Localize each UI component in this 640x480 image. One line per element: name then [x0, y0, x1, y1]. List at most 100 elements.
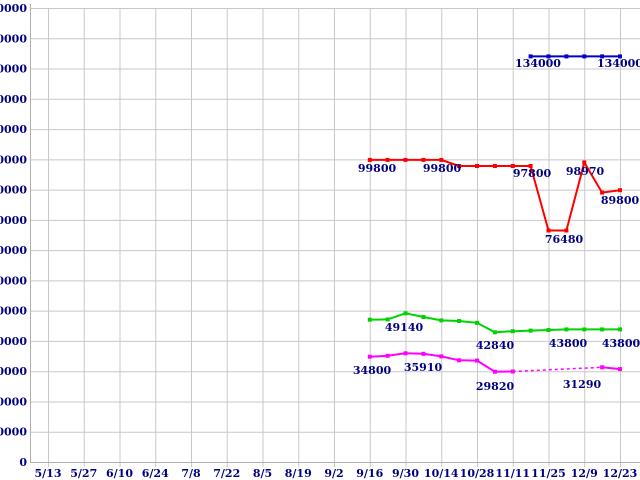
red-series-point-marker — [421, 157, 426, 162]
green-series — [367, 311, 622, 335]
red-series-point-marker — [618, 188, 622, 193]
green-series-point-marker — [528, 328, 533, 333]
x-tick-label: 5/27 — [70, 467, 97, 480]
point-value-label: 98970 — [566, 165, 605, 178]
x-tick-label: 8/19 — [285, 467, 312, 480]
x-tick-label: 9/16 — [356, 467, 383, 480]
x-tick-label: 12/9 — [571, 467, 598, 480]
magenta-series-point-marker — [403, 351, 408, 356]
magenta-series-point-marker — [367, 354, 372, 359]
red-series-point-marker — [546, 228, 551, 233]
x-tick-label: 9/30 — [392, 467, 419, 480]
x-tick-label: 9/2 — [324, 467, 343, 480]
axes — [30, 4, 640, 463]
point-value-label: 76480 — [545, 233, 584, 246]
y-tick-label: 0 — [19, 456, 27, 469]
x-tick-label: 11/11 — [495, 467, 530, 480]
red-series — [367, 157, 622, 233]
red-series-point-marker — [528, 164, 533, 168]
y-tick-label: 20000 — [0, 395, 27, 408]
green-series-point-marker — [385, 317, 390, 322]
point-value-label: 134000 — [515, 57, 561, 70]
x-tick-label: 7/8 — [181, 467, 201, 480]
point-value-label: 35910 — [404, 361, 443, 374]
red-series-point-marker — [475, 164, 479, 168]
x-tick-label: 7/22 — [213, 467, 240, 480]
blue-series-point-marker — [528, 54, 533, 59]
y-tick-label: 140000 — [0, 32, 27, 45]
red-series-point-marker — [385, 157, 390, 162]
point-value-label: 43800 — [602, 337, 640, 350]
green-series-point-marker — [421, 315, 426, 319]
magenta-series-point-marker — [439, 354, 444, 359]
green-series-point-marker — [618, 327, 622, 332]
point-value-label: 134000 — [597, 57, 640, 70]
green-series-point-marker — [475, 320, 479, 325]
point-value-label: 49140 — [385, 321, 424, 334]
blue-series-point-marker — [618, 54, 622, 59]
magenta-series-point-marker — [385, 353, 390, 358]
magenta-series-point-marker — [457, 358, 462, 363]
x-tick-label: 6/10 — [106, 467, 133, 480]
point-value-label: 99800 — [358, 162, 397, 175]
x-tick-label: 8/5 — [253, 467, 272, 480]
magenta-series-point-marker — [618, 367, 622, 372]
y-tick-label: 80000 — [0, 214, 27, 227]
y-tick-label: 40000 — [0, 335, 27, 348]
x-tick-label: 10/28 — [460, 467, 495, 480]
point-value-label: 29820 — [476, 380, 515, 393]
y-tick-label: 90000 — [0, 184, 27, 197]
magenta-series-point-marker — [475, 358, 479, 363]
point-value-label: 42840 — [476, 339, 515, 352]
x-tick-label: 5/13 — [35, 467, 62, 480]
grid — [30, 8, 640, 467]
y-tick-label: 10000 — [0, 426, 27, 439]
y-tick-label: 50000 — [0, 305, 27, 318]
green-series-point-marker — [492, 330, 497, 335]
blue-series-point-marker — [582, 54, 587, 59]
magenta-series — [367, 351, 622, 374]
point-labels: 134000 134000 99800 99800 97800 98970 76480 898… — [353, 57, 640, 393]
blue-series-point-marker — [546, 54, 551, 59]
green-series-point-marker — [582, 327, 587, 332]
green-series-point-marker — [367, 317, 372, 322]
red-series-point-marker — [439, 157, 444, 162]
magenta-series-point-marker — [600, 365, 605, 370]
red-series-point-marker — [457, 164, 462, 168]
x-tick-label: 12/23 — [603, 467, 638, 480]
y-tick-label: 30000 — [0, 365, 27, 378]
y-tick-label: 70000 — [0, 244, 27, 257]
magenta-series-point-marker — [421, 351, 426, 356]
green-series-point-marker — [564, 327, 569, 332]
y-tick-label: 110000 — [0, 123, 27, 136]
green-series-point-marker — [600, 327, 605, 332]
y-tick-label: 100000 — [0, 153, 27, 166]
y-tick-label: 60000 — [0, 274, 27, 287]
red-series-point-marker — [564, 228, 569, 233]
y-tick-label: 120000 — [0, 93, 27, 106]
green-series-point-marker — [403, 311, 408, 316]
y-tick-label: 130000 — [0, 63, 27, 76]
red-series-point-marker — [510, 164, 515, 168]
y-tick-label: 150000 — [0, 2, 27, 15]
magenta-series-solid-line — [601, 366, 621, 371]
magenta-series-dashed-line — [512, 366, 603, 373]
blue-series — [528, 54, 622, 59]
magenta-series-point-marker — [492, 369, 497, 374]
red-series-point-marker — [582, 160, 587, 165]
green-series-point-marker — [510, 329, 515, 334]
point-value-label: 43800 — [549, 337, 588, 350]
red-series-point-marker — [403, 157, 408, 162]
green-series-point-marker — [439, 318, 444, 323]
green-series-point-marker — [546, 328, 551, 332]
point-value-label: 34800 — [353, 364, 392, 377]
red-series-point-marker — [367, 157, 372, 162]
point-value-label: 89800 — [601, 194, 640, 207]
x-tick-label: 6/24 — [142, 467, 169, 480]
point-value-label: 97800 — [513, 167, 552, 180]
red-series-point-marker — [492, 164, 497, 168]
x-tick-label: 10/14 — [424, 467, 459, 480]
